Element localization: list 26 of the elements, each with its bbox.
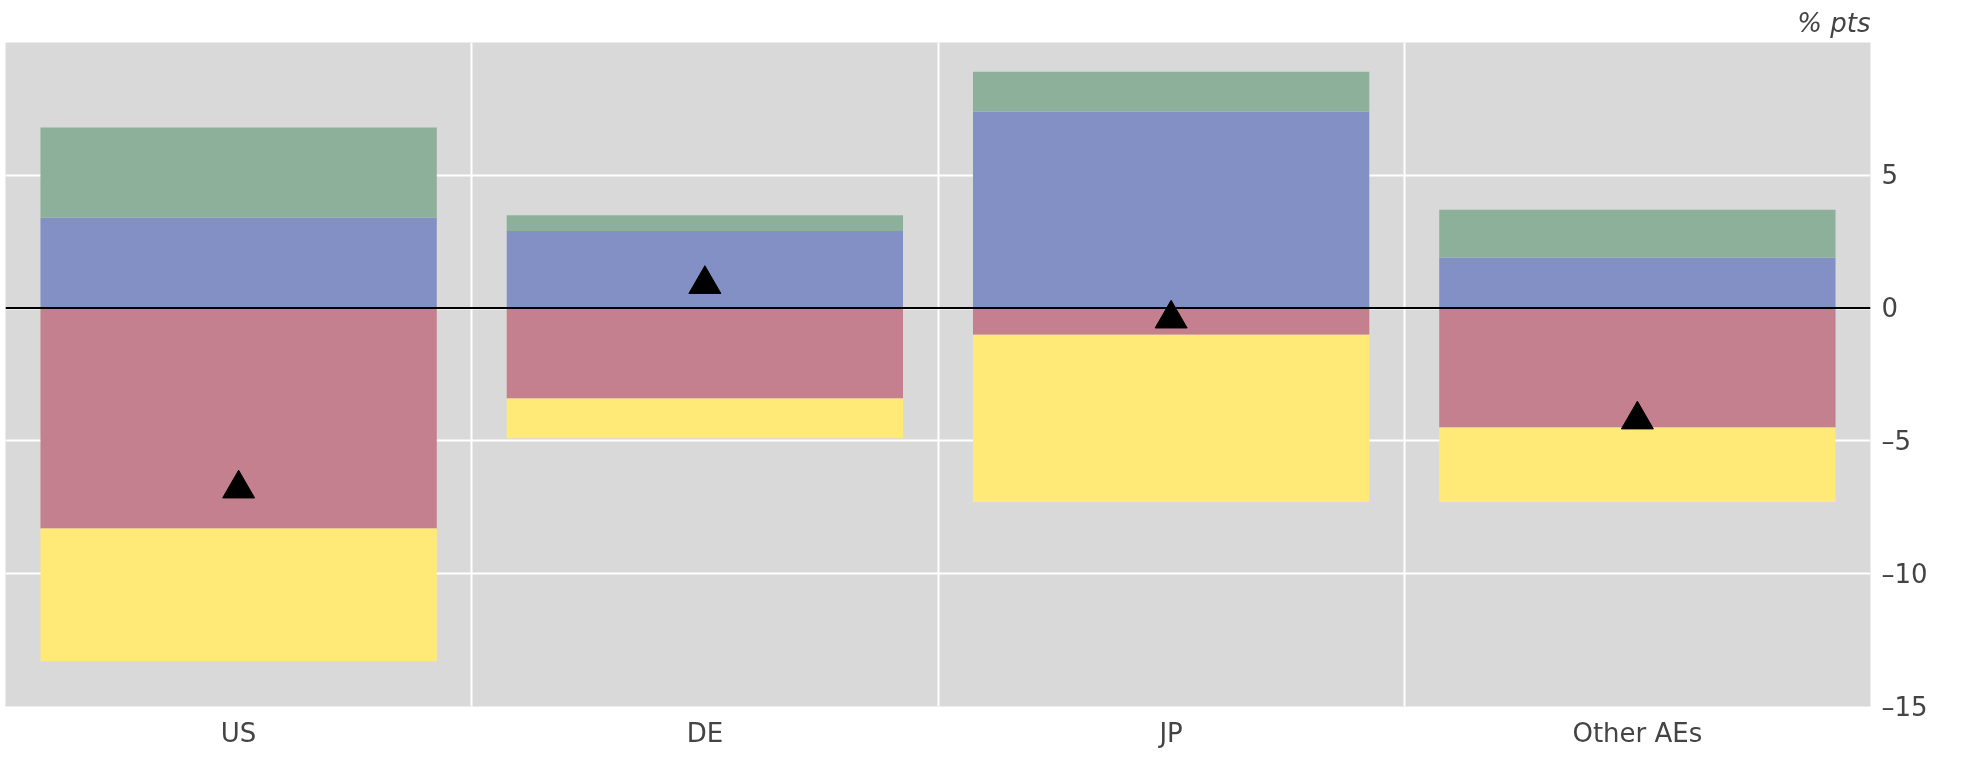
bar [972, 71, 1370, 112]
y-tick-label: –10 [1881, 558, 1928, 589]
bar [1439, 257, 1836, 309]
bar [506, 398, 904, 439]
bar [40, 217, 437, 309]
bar [506, 215, 904, 232]
bar [972, 111, 1370, 309]
bar [40, 528, 437, 662]
y-tick-label: 0 [1881, 293, 1899, 324]
bar [1439, 308, 1836, 428]
x-tick-label: DE [686, 717, 724, 748]
bar [972, 334, 1370, 502]
y-axis-title: % pts [1797, 7, 1871, 38]
y-tick-label: 5 [1881, 160, 1899, 191]
bar [1439, 427, 1836, 502]
x-tick-label: US [220, 717, 257, 748]
y-tick-label: –15 [1881, 691, 1928, 722]
bar [40, 127, 437, 218]
x-tick-label: Other AEs [1572, 717, 1703, 748]
y-tick-label: –5 [1881, 425, 1912, 456]
x-tick-label: JP [1157, 717, 1183, 748]
bar [1439, 209, 1836, 258]
bar [972, 308, 1370, 335]
bar [506, 308, 904, 399]
bar [506, 231, 904, 309]
bar [40, 308, 437, 529]
